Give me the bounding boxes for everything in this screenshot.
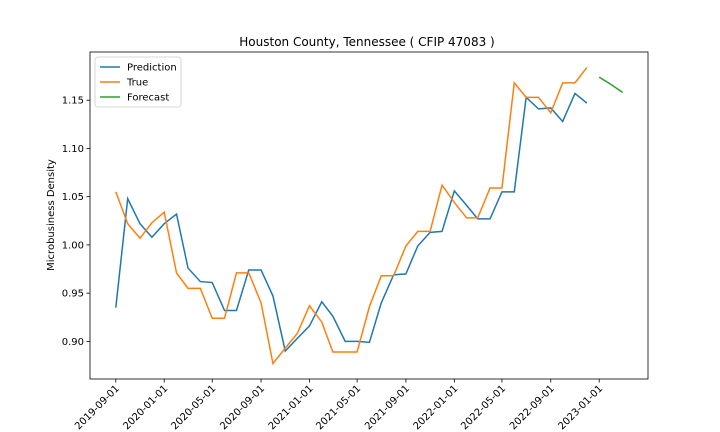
y-axis-label: Microbusiness Density (46, 159, 57, 271)
legend-label: True (126, 78, 148, 89)
x-tick-label: 2021-05-01 (314, 383, 363, 432)
x-tick-label: 2020-05-01 (169, 383, 218, 432)
y-tick-label: 1.05 (62, 192, 84, 203)
legend-label: Prediction (127, 63, 177, 74)
x-tick-label: 2019-09-01 (73, 383, 122, 432)
y-tick-label: 1.00 (62, 240, 84, 251)
y-tick-label: 0.90 (62, 337, 84, 348)
chart-title: Houston County, Tennessee ( CFIP 47083 ) (239, 35, 494, 49)
x-tick-label: 2020-09-01 (218, 383, 267, 432)
x-tick-label: 2021-01-01 (267, 383, 316, 432)
series-line (115, 66, 588, 366)
plot-area (89, 51, 649, 380)
x-tick-label: 2022-05-01 (459, 383, 508, 432)
legend-label: Forecast (127, 93, 169, 104)
x-tick-label: 2022-01-01 (412, 383, 461, 432)
x-tick-label: 2023-01-01 (556, 383, 605, 432)
series-line (115, 92, 588, 353)
x-tick-label: 2022-09-01 (508, 383, 557, 432)
x-tick-label: 2020-01-01 (121, 383, 170, 432)
y-tick-label: 1.10 (62, 144, 84, 155)
x-tick-label: 2021-09-01 (363, 383, 412, 432)
y-tick-label: 0.95 (62, 289, 84, 300)
series-line (598, 76, 624, 94)
legend-box (94, 56, 182, 108)
y-tick-label: 1.15 (62, 96, 84, 107)
